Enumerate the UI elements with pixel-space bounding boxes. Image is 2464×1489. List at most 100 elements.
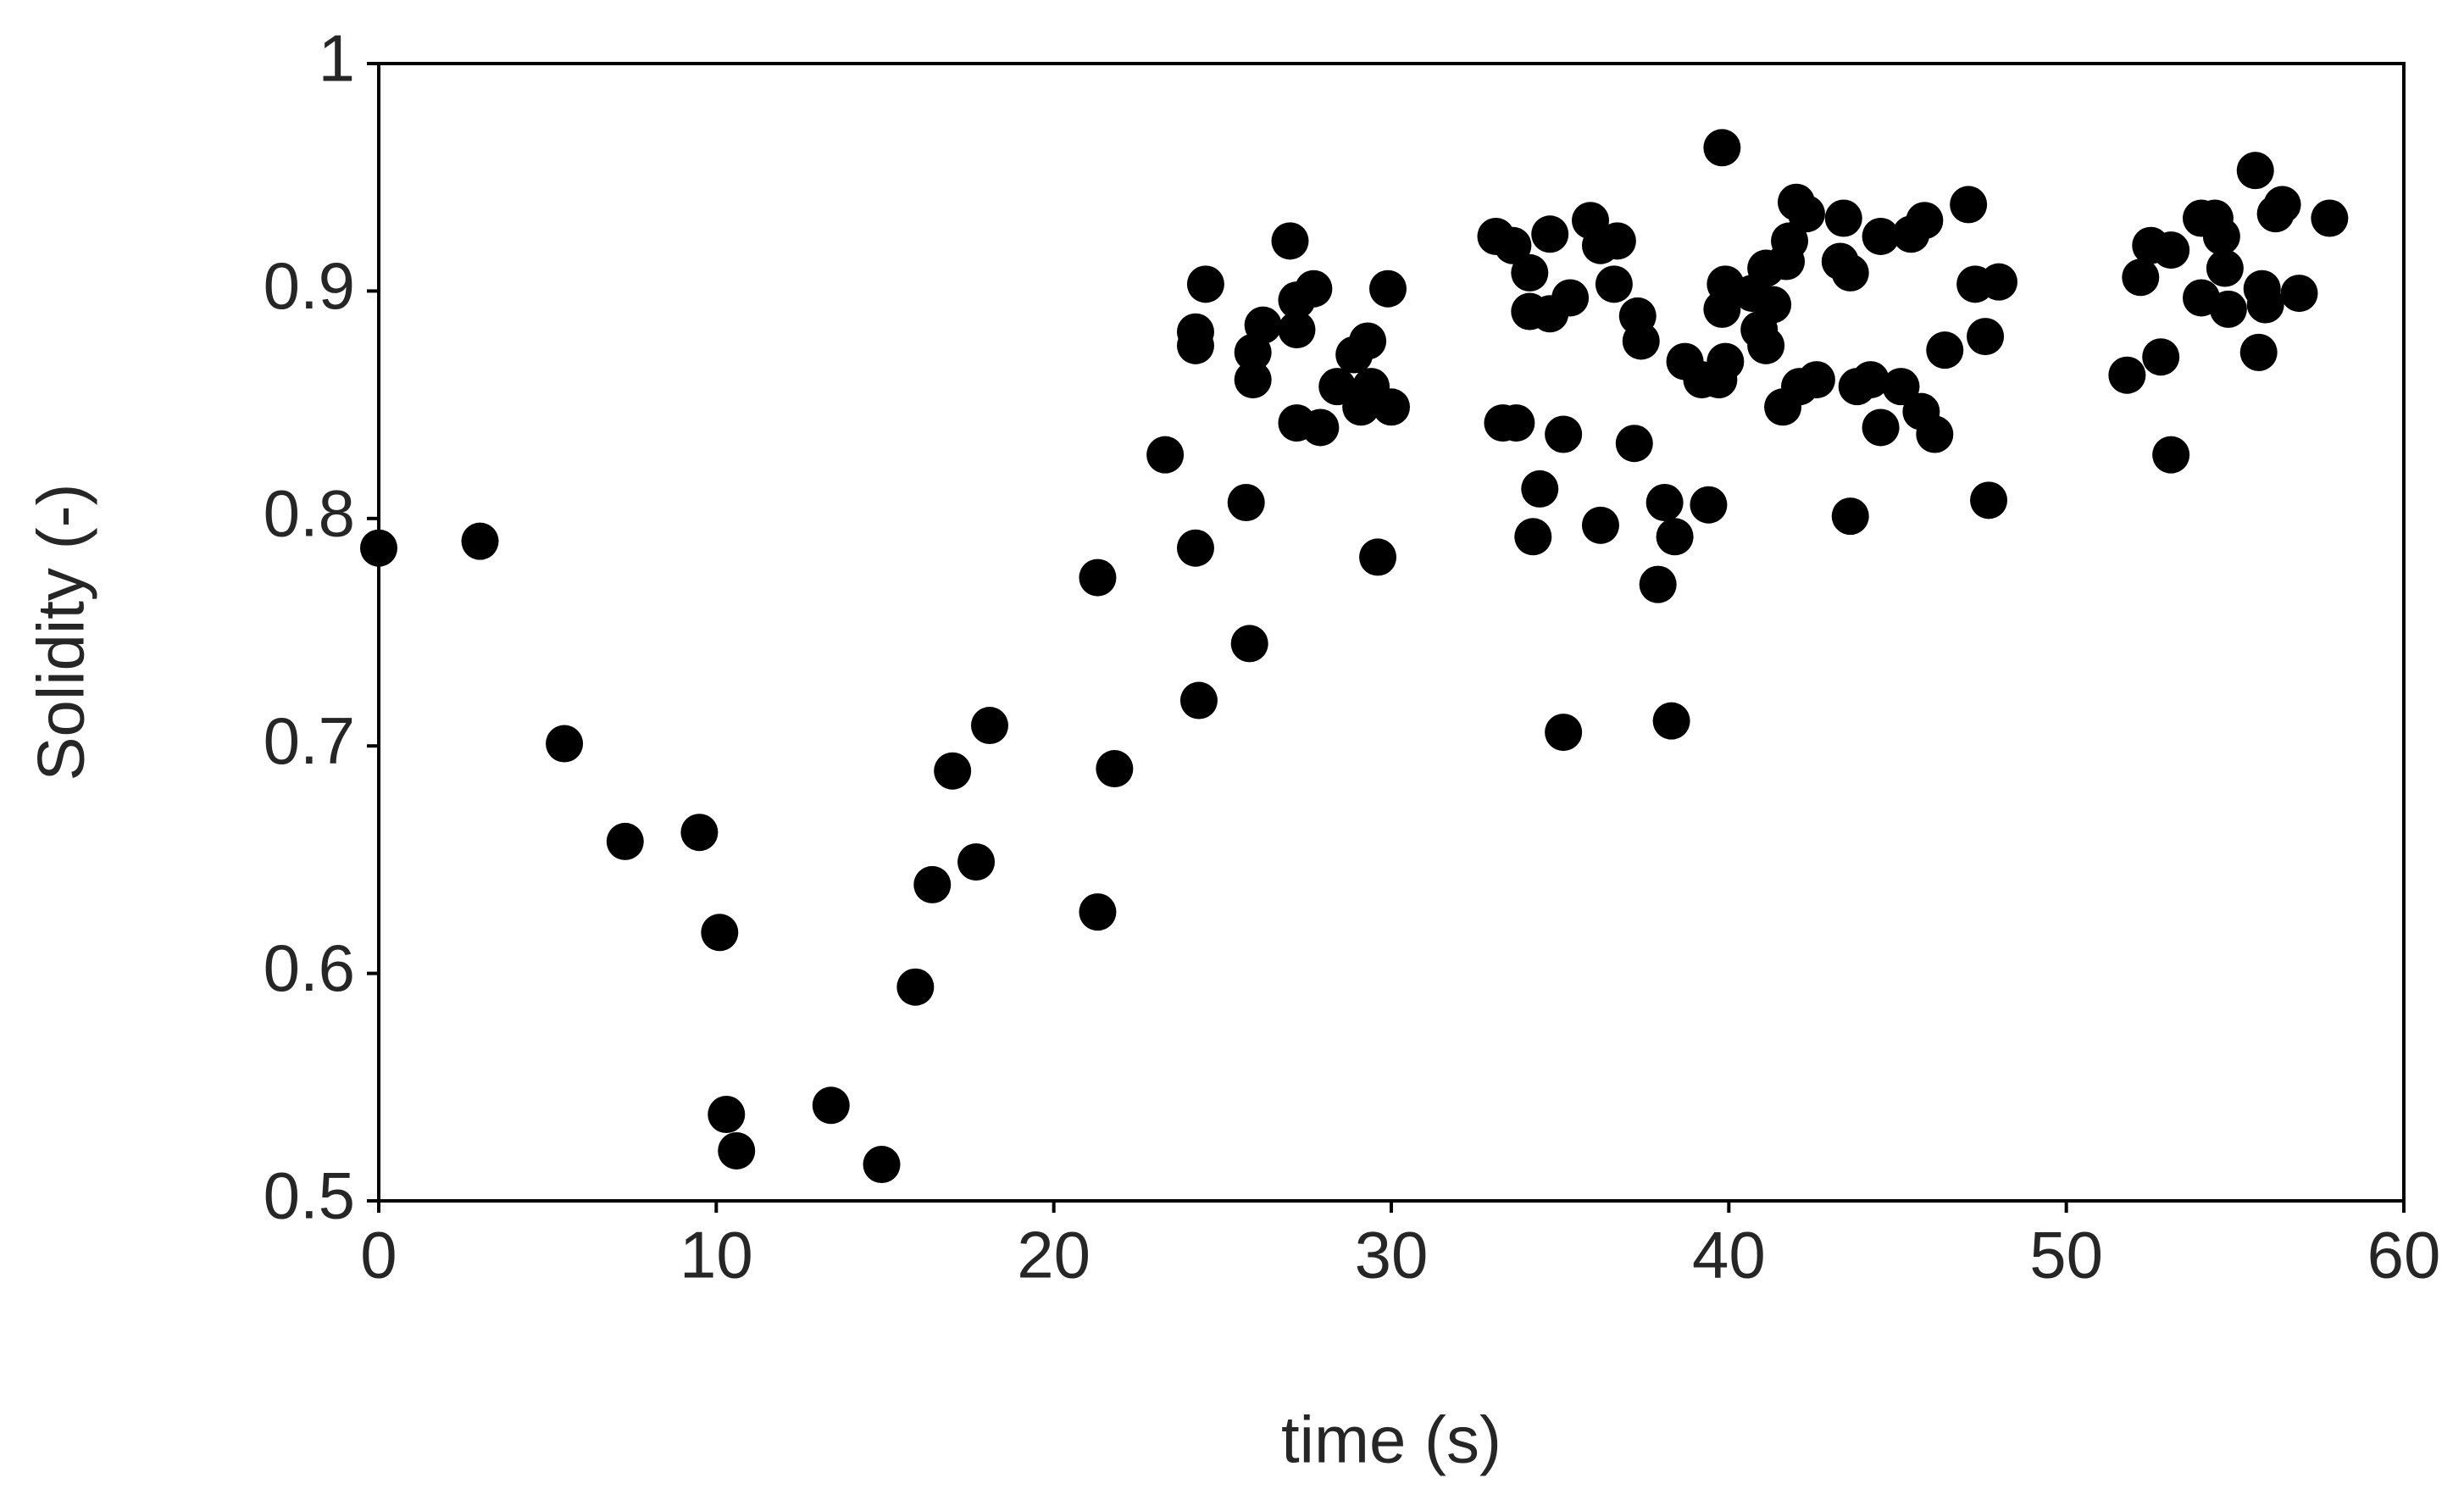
point (1497, 404, 1535, 442)
point (1754, 286, 1792, 324)
point (2311, 199, 2349, 237)
point (1545, 415, 1583, 453)
point (1186, 265, 1224, 303)
point (1706, 342, 1745, 381)
point (1916, 415, 1954, 453)
point (1146, 436, 1185, 474)
plot-frame (377, 62, 2406, 1203)
point (1359, 538, 1397, 576)
point (1079, 893, 1117, 931)
point (1703, 129, 1741, 167)
point (1652, 702, 1690, 740)
point (1622, 322, 1660, 360)
point (1176, 313, 1214, 351)
point (1950, 186, 1988, 224)
point (1079, 558, 1117, 597)
point (1645, 484, 1684, 522)
point (812, 1086, 850, 1125)
x-tick-label: 50 (2029, 1218, 2103, 1292)
point (360, 529, 397, 567)
point (1831, 497, 1869, 536)
point (957, 843, 996, 881)
point (1771, 222, 1809, 260)
y-tick-label: 0.9 (264, 248, 355, 323)
point (2209, 290, 2247, 328)
point (1581, 506, 1619, 544)
point (2108, 356, 2146, 394)
point (1545, 714, 1583, 752)
point (934, 752, 972, 790)
point (2202, 217, 2240, 255)
point (708, 1096, 746, 1134)
point (1595, 265, 1633, 303)
point (1882, 368, 1920, 406)
point (1980, 263, 2017, 301)
point (1797, 361, 1835, 399)
point (863, 1146, 901, 1184)
point (2280, 275, 2318, 313)
point (2152, 436, 2190, 474)
x-tick-label: 40 (1692, 1218, 1766, 1292)
x-tick-label: 60 (2367, 1218, 2441, 1292)
point (1551, 279, 1590, 317)
point (718, 1131, 756, 1170)
x-axis-label: time (s) (1281, 1403, 1501, 1477)
point (1862, 408, 1900, 447)
point (461, 522, 499, 560)
point (1615, 425, 1653, 463)
x-tick-label: 30 (1355, 1218, 1429, 1292)
point (1179, 681, 1218, 719)
y-axis-label: Solidity (-) (24, 483, 98, 781)
y-tick-label: 0.6 (264, 931, 355, 1005)
point (1230, 625, 1268, 663)
y-tick-label: 0.7 (264, 703, 355, 778)
point (2239, 333, 2278, 371)
point (1690, 486, 1728, 524)
point (1301, 408, 1340, 447)
point (1787, 195, 1825, 233)
point (1295, 269, 1333, 308)
point (1824, 199, 1862, 237)
point (2142, 338, 2180, 376)
point (913, 865, 952, 903)
point (1906, 202, 1944, 240)
point (1278, 311, 1316, 349)
point (1234, 361, 1272, 399)
point (1639, 565, 1677, 603)
point (1656, 518, 1694, 556)
point (1349, 322, 1387, 360)
point (680, 814, 719, 852)
point (1096, 750, 1134, 788)
point (970, 707, 1008, 745)
point (1926, 331, 1964, 369)
point (1967, 318, 2005, 356)
point (1176, 529, 1214, 567)
point (1970, 481, 2008, 519)
point (1227, 484, 1265, 522)
point (1747, 326, 1785, 364)
y-tick-label: 0.8 (264, 475, 355, 550)
y-tick-label: 0.5 (264, 1158, 355, 1233)
point (546, 725, 584, 763)
point (606, 822, 644, 860)
point (1369, 269, 1407, 308)
point (1373, 388, 1410, 426)
point (1494, 226, 1532, 264)
point (1271, 222, 1309, 260)
point (2263, 186, 2301, 224)
point (2122, 258, 2160, 297)
point (1862, 217, 1900, 255)
point (1831, 253, 1869, 292)
point (1521, 469, 1559, 508)
point (1511, 253, 1549, 292)
y-tick-label: 1 (319, 21, 355, 96)
x-tick-label: 10 (680, 1218, 753, 1292)
point (2246, 286, 2284, 324)
point (896, 968, 935, 1006)
point (1598, 222, 1636, 260)
x-tick-label: 0 (360, 1218, 397, 1292)
point (701, 914, 739, 952)
point (2206, 249, 2244, 287)
